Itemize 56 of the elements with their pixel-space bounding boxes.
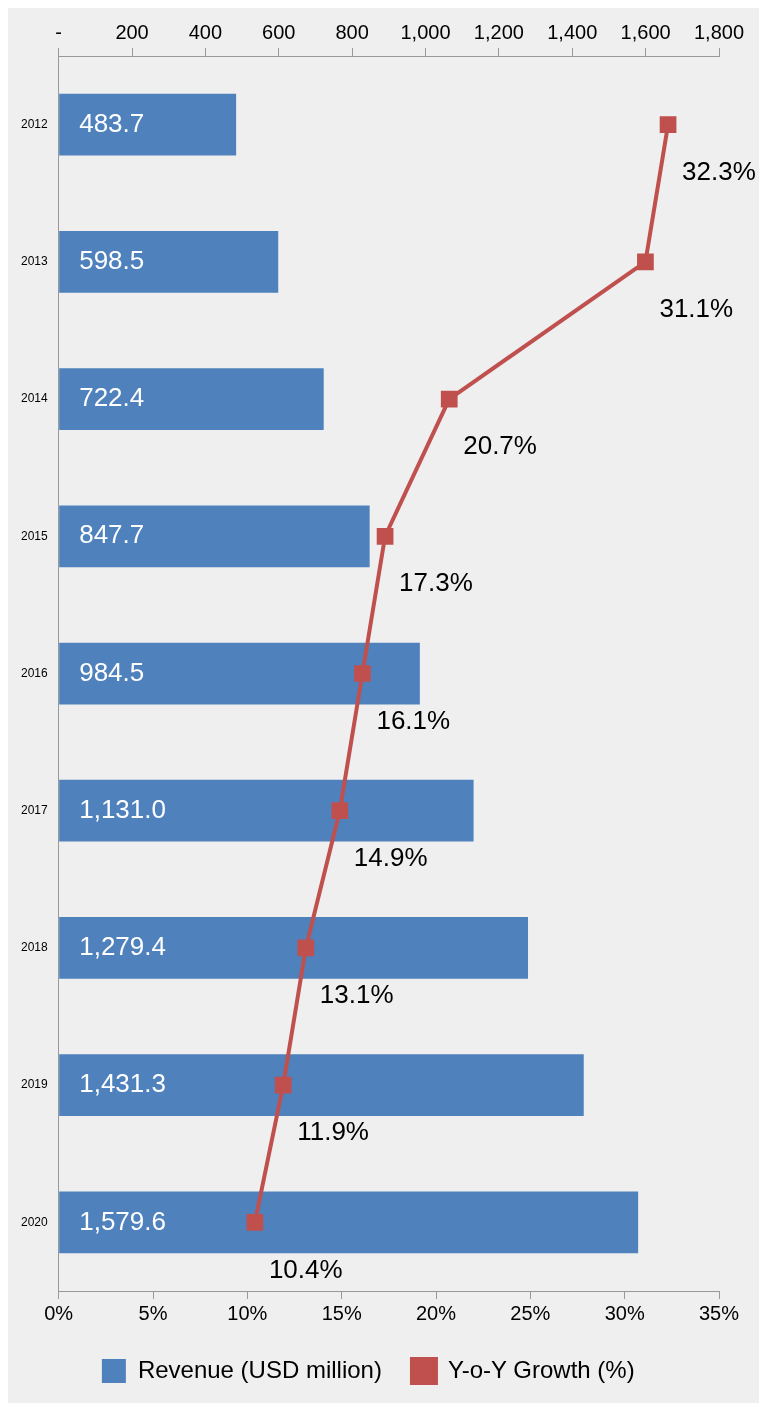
data-label: 10.4% [268, 1253, 343, 1284]
data-label: 1,579.6 [79, 1205, 166, 1236]
data-label: 11.9% [297, 1116, 369, 1147]
data-label: 598.5 [79, 245, 145, 276]
data-label: 722.4 [79, 382, 145, 413]
y-tick-label: 2012 [20, 116, 49, 131]
point [297, 939, 315, 957]
x2-tick-label: 200 [115, 20, 149, 43]
data-label: 14.9% [353, 841, 428, 872]
y-tick-label: 2014 [20, 391, 49, 406]
data-label: 483.7 [79, 107, 145, 138]
data-label: 32.3% [682, 155, 756, 186]
x-tick-label: 15% [321, 1301, 362, 1324]
data-label: 17.3% [399, 567, 473, 598]
y-tick-label: 2015 [20, 528, 49, 543]
point [246, 1214, 264, 1231]
point [274, 1076, 292, 1094]
x-tick-label: 10% [227, 1301, 268, 1324]
y-tick-label: 2020 [20, 1214, 49, 1229]
data-label: 984.5 [79, 656, 145, 687]
x2-tick-label: 800 [335, 20, 369, 43]
data-label: 31.1% [659, 293, 734, 324]
data-label: 16.1% [376, 704, 451, 735]
x-tick-label: 30% [604, 1301, 645, 1324]
data-label: 1,279.4 [79, 931, 166, 962]
x2-tick-label: - [55, 20, 63, 43]
y-tick-label: 2013 [20, 254, 49, 269]
x2-tick-label: 600 [262, 20, 296, 43]
x2-tick-label: 1,200 [473, 20, 524, 43]
data-label: 1,431.3 [79, 1068, 166, 1099]
y-tick-label: 2016 [20, 665, 49, 680]
y-tick-label: 2017 [20, 803, 49, 818]
point [354, 665, 371, 682]
x2-tick-label: 1,000 [400, 20, 451, 43]
data-label: 13.1% [319, 979, 394, 1010]
x2-tick-label: 1,400 [547, 20, 598, 43]
data-label: 20.7% [463, 430, 537, 461]
x2-tick-label: 1,800 [693, 20, 745, 43]
data-label: 847.7 [79, 519, 145, 550]
legend-label: Y-o-Y Growth (%) [447, 1355, 635, 1383]
point [637, 253, 654, 271]
y-tick-label: 2019 [20, 1077, 49, 1092]
x-tick-label: 25% [510, 1301, 551, 1324]
point [331, 802, 349, 820]
legend-label: Revenue (USD million) [137, 1355, 382, 1383]
x2-tick-label: 1,600 [620, 20, 671, 43]
x-tick-label: 0% [44, 1301, 74, 1324]
point [659, 116, 677, 133]
y-tick-label: 2018 [20, 940, 49, 955]
x-tick-label: 35% [698, 1301, 740, 1324]
point [440, 390, 458, 408]
x2-tick-label: 400 [188, 20, 223, 43]
point [376, 527, 394, 545]
data-label: 1,131.0 [79, 793, 166, 824]
x-tick-label: 20% [416, 1301, 457, 1324]
x-tick-label: 5% [138, 1301, 168, 1324]
